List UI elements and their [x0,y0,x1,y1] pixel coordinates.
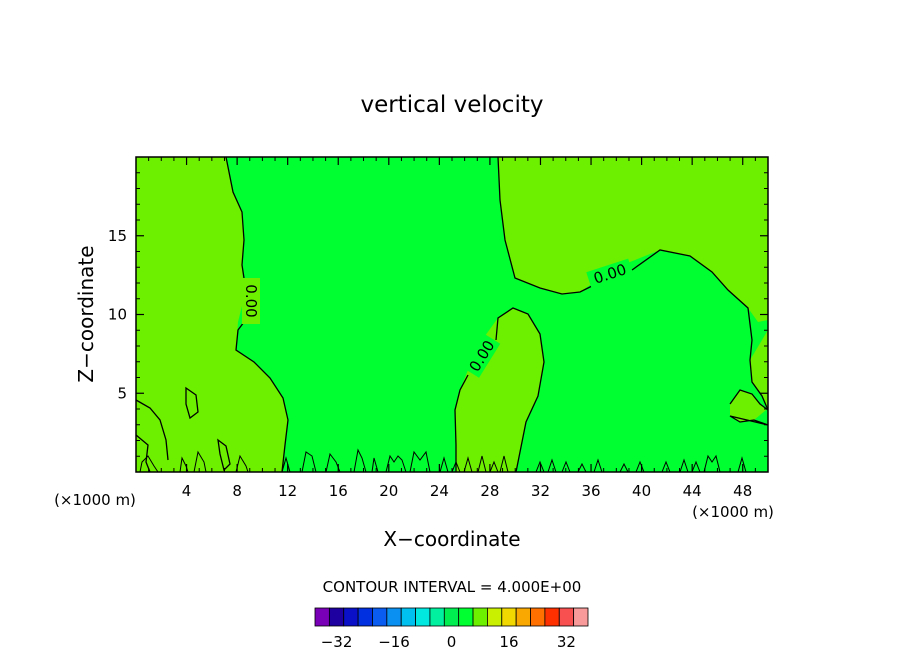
colorbar-swatch [501,607,517,627]
zero-contour-bottom-noise [139,448,747,473]
zero-contour-right-small [729,389,769,426]
colorbar-swatch [357,607,373,627]
colorbar-swatch [530,607,546,627]
colorbar-swatch [372,607,388,627]
colorbar-tick-label: −16 [378,633,410,651]
contour-label-left-text: 0.00 [242,284,260,317]
colorbar: −32 −16 0 16 32 [314,607,589,651]
plot-area: 0.00 0.00 0.00 [135,156,769,473]
colorbar-swatch [487,607,503,627]
positive-region-left [136,157,288,472]
colorbar-swatch [472,607,488,627]
positive-region-top-right [498,157,768,322]
contour-label-left-bg [242,278,260,324]
chart-title: vertical velocity [361,92,544,118]
x-tick-label: 36 [581,482,600,500]
x-axis-label: X−coordinate [383,527,520,551]
colorbar-swatch [544,607,560,627]
contour-interval-text: CONTOUR INTERVAL = 4.000E+00 [323,578,582,596]
colorbar-swatch [415,607,431,627]
x-tick-label: 40 [632,482,651,500]
y-axis-ticks: 5 10 15 [108,172,768,457]
colorbar-swatch [343,607,359,627]
positive-region-right [750,330,768,410]
contour-label-top-right-bg [586,258,634,290]
colorbar-swatch [515,607,531,627]
colorbar-swatch [386,607,402,627]
zero-contour-center [454,307,545,473]
x-tick-label: 8 [232,482,242,500]
colorbar-tick-label: 0 [447,633,457,651]
contour-label-center-bg [463,334,501,378]
colorbar-swatch [314,607,330,627]
x-tick-label: 48 [733,482,752,500]
contour-label-left: 0.00 [242,278,260,324]
x-tick-label: 28 [480,482,499,500]
zero-contour-bottom-left [135,386,231,473]
zero-contour-left [225,156,289,473]
positive-region-right-small [730,390,766,422]
colorbar-swatch [429,607,445,627]
x-tick-label: 12 [278,482,297,500]
y-axis-label: Z−coordinate [74,245,98,382]
x-tick-label: 44 [683,482,702,500]
zero-contour-top-right [497,156,769,411]
x-tick-label: 16 [329,482,348,500]
x-axis-ticks: 4 8 12 16 20 24 28 32 36 40 44 48 [148,157,756,500]
colorbar-tick-label: 16 [499,633,518,651]
colorbar-tick-label: 32 [557,633,576,651]
y-tick-label: 15 [108,227,127,245]
x-tick-label: 24 [430,482,449,500]
x-unit-right: (×1000 m) [692,503,774,521]
colorbar-swatch [328,607,345,627]
colorbar-tick-label: −32 [321,633,353,651]
colorbar-swatch [573,607,589,627]
y-tick-label: 10 [108,306,127,324]
positive-region-center [455,308,544,472]
colorbar-swatch [443,607,460,627]
colorbar-swatch [400,607,416,627]
colorbar-swatch [458,607,474,627]
x-tick-label: 4 [182,482,192,500]
x-tick-label: 20 [379,482,398,500]
x-tick-label: 32 [531,482,550,500]
colorbar-swatch [558,607,575,627]
y-tick-label: 5 [117,384,127,402]
x-unit-left: (×1000 m) [54,491,136,509]
